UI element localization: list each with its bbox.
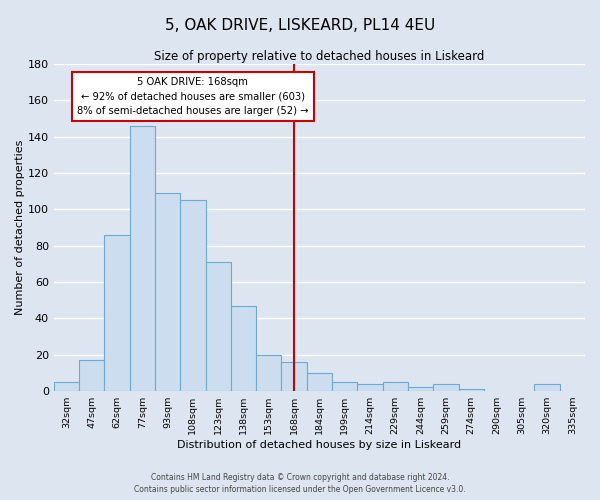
Bar bbox=[79, 360, 104, 391]
Bar bbox=[307, 373, 332, 391]
Bar bbox=[458, 390, 484, 391]
Bar bbox=[383, 382, 408, 391]
Bar bbox=[358, 384, 383, 391]
Bar bbox=[180, 200, 206, 391]
Text: 5 OAK DRIVE: 168sqm
← 92% of detached houses are smaller (603)
8% of semi-detach: 5 OAK DRIVE: 168sqm ← 92% of detached ho… bbox=[77, 77, 308, 116]
Bar bbox=[281, 362, 307, 391]
Bar bbox=[408, 388, 433, 391]
X-axis label: Distribution of detached houses by size in Liskeard: Distribution of detached houses by size … bbox=[178, 440, 461, 450]
Y-axis label: Number of detached properties: Number of detached properties bbox=[15, 140, 25, 316]
Bar bbox=[231, 306, 256, 391]
Bar bbox=[130, 126, 155, 391]
Title: Size of property relative to detached houses in Liskeard: Size of property relative to detached ho… bbox=[154, 50, 485, 63]
Bar bbox=[54, 382, 79, 391]
Text: 5, OAK DRIVE, LISKEARD, PL14 4EU: 5, OAK DRIVE, LISKEARD, PL14 4EU bbox=[165, 18, 435, 32]
Bar bbox=[104, 235, 130, 391]
Bar bbox=[256, 355, 281, 391]
Bar bbox=[535, 384, 560, 391]
Text: Contains HM Land Registry data © Crown copyright and database right 2024.
Contai: Contains HM Land Registry data © Crown c… bbox=[134, 472, 466, 494]
Bar bbox=[433, 384, 458, 391]
Bar bbox=[332, 382, 358, 391]
Bar bbox=[155, 193, 180, 391]
Bar bbox=[206, 262, 231, 391]
